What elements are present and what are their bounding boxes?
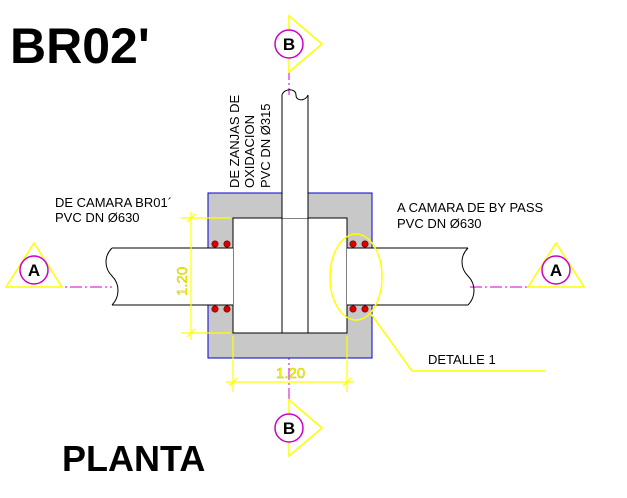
inlet-left-label-line1: DE CAMARA BR01´ <box>55 195 172 210</box>
section-marker-top-label: B <box>283 35 295 54</box>
dimension-vertical <box>181 212 231 340</box>
top-pipe-break <box>281 89 309 101</box>
section-marker-bottom-label: B <box>283 419 295 438</box>
outlet-right-label-line2: PVC DN Ø630 <box>397 216 482 231</box>
dimension-horizontal <box>226 336 354 392</box>
seal-dot <box>211 240 219 248</box>
left-pipe-break <box>105 247 119 306</box>
section-marker-top: B <box>274 14 324 74</box>
seal-dot <box>361 305 369 313</box>
right-pipe-break <box>461 247 475 306</box>
seal-dot <box>349 240 357 248</box>
seal-dot <box>361 240 369 248</box>
section-marker-left: A <box>4 241 64 288</box>
section-marker-bottom: B <box>274 398 324 458</box>
section-marker-right-label: A <box>550 261 562 280</box>
inlet-top-label-line3: PVC DN Ø315 <box>258 103 273 188</box>
seal-dot <box>211 305 219 313</box>
dimension-vertical-value: 1.20 <box>174 267 191 296</box>
top-pipe-fill <box>282 95 308 218</box>
section-marker-left-label: A <box>28 261 40 280</box>
seal-dot <box>223 240 231 248</box>
section-marker-right: A <box>526 241 586 288</box>
pipe-seal-dots <box>211 240 369 313</box>
seal-dot <box>223 305 231 313</box>
detail-leader-line <box>370 313 545 372</box>
dimension-horizontal-value: 1.20 <box>276 365 305 382</box>
inlet-top-label-line2: OXIDACION <box>242 115 257 188</box>
left-pipe-fill <box>112 248 233 305</box>
seal-dot <box>349 305 357 313</box>
detail-label: DETALLE 1 <box>428 352 496 367</box>
inlet-left-label-line2: PVC DN Ø630 <box>55 210 140 225</box>
inlet-top-label-line1: DE ZANJAS DE <box>227 94 242 188</box>
right-pipe-fill <box>347 248 468 305</box>
detail-callout-ellipse <box>329 233 383 321</box>
view-label: PLANTA <box>62 438 205 479</box>
outlet-right-label-line1: A CAMARA DE BY PASS <box>397 200 544 215</box>
drawing-title: BR02' <box>10 18 150 74</box>
